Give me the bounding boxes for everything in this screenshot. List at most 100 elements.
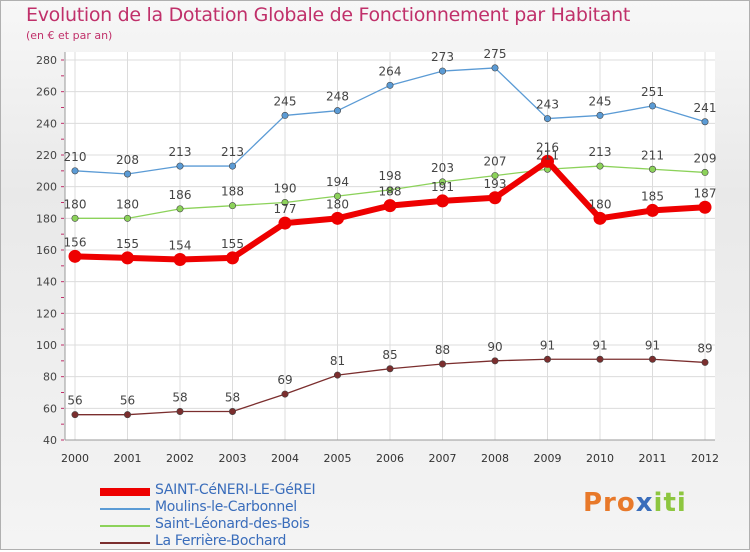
data-point [386,365,394,373]
y-tick-label: 260 [36,86,57,99]
legend-swatch [100,525,150,527]
data-point [648,102,656,110]
data-point [596,111,604,119]
data-label: 191 [431,180,454,194]
data-point [226,251,239,265]
data-label: 209 [694,151,717,165]
data-label: 190 [274,182,297,196]
data-point [701,118,709,126]
data-point [648,165,656,173]
data-point [596,355,604,363]
data-point [281,199,289,207]
logo-part: x [635,488,654,518]
data-point [176,407,184,415]
data-point [491,172,499,180]
logo-part: Pro [583,488,636,518]
data-point [176,162,184,170]
data-label: 56 [120,394,135,408]
data-point [281,390,289,398]
data-label: 180 [64,197,87,211]
data-label: 188 [221,185,244,199]
y-tick-label: 200 [36,181,57,194]
data-label: 56 [67,394,82,408]
data-point [176,205,184,213]
chart-subtitle: (en € et par an) [26,29,113,42]
data-point [278,216,292,230]
x-tick-label: 2006 [376,452,404,465]
data-label: 81 [330,354,345,368]
x-tick-label: 2011 [639,452,667,465]
data-label: 91 [540,338,555,352]
data-point [124,170,132,178]
x-tick-label: 2012 [691,452,719,465]
data-point [121,251,134,265]
line-chart: 40 60 80 100 120 140 160 180 200 220 240 260 280 2000… [36,47,719,465]
data-point [386,186,394,194]
data-point [596,162,604,170]
data-label: 213 [589,145,612,159]
data-point [491,64,499,72]
data-label: 91 [592,338,607,352]
data-label: 186 [169,188,192,202]
data-point [438,360,446,368]
legend-label: La Ferrière-Bochard [155,533,287,549]
data-label: 275 [484,47,507,61]
data-label: 187 [694,186,717,200]
data-label: 216 [536,140,559,154]
y-tick-label: 140 [36,276,57,289]
data-label: 198 [379,169,402,183]
data-point [491,357,499,365]
data-label: 58 [225,391,240,405]
x-tick-label: 2003 [219,452,247,465]
y-tick-label: 120 [36,307,57,320]
data-label: 180 [589,197,612,211]
data-label: 177 [274,202,297,216]
legend-label: Saint-Léonard-des-Bois [155,516,310,532]
legend-swatch [100,542,150,544]
data-point [646,203,659,217]
data-label: 194 [326,175,349,189]
data-label: 180 [116,197,139,211]
logo-part: iti [653,488,687,518]
data-label: 245 [589,94,612,108]
data-point [593,211,607,225]
legend-label: Moulins-le-Carbonnel [155,499,297,515]
data-label: 211 [536,148,559,162]
data-point [331,211,344,225]
data-point [71,214,79,222]
data-point [543,115,551,123]
data-point [333,192,341,200]
data-point [124,411,132,419]
data-point [229,162,237,170]
x-tick-label: 2008 [481,452,509,465]
data-label: 213 [221,145,244,159]
data-label: 58 [172,391,187,405]
data-label: 213 [169,145,192,159]
data-point [333,107,341,115]
data-label: 207 [484,155,507,169]
data-point [436,194,449,208]
data-point [281,111,289,119]
data-point [383,199,397,213]
data-point [68,249,82,263]
y-tick-label: 40 [43,434,57,447]
data-point [701,358,709,366]
data-label: 211 [641,148,664,162]
x-tick-label: 2002 [166,452,194,465]
x-tick-label: 2010 [586,452,614,465]
data-point [124,214,132,222]
data-point [71,411,79,419]
data-point [438,67,446,75]
data-label: 156 [64,235,87,249]
data-label: 251 [641,85,664,99]
data-point [438,178,446,186]
data-label: 193 [484,177,507,191]
y-tick-label: 60 [43,402,57,415]
chart-title: Evolution de la Dotation Globale de Fonc… [26,4,631,26]
data-point [333,371,341,379]
data-label: 185 [641,189,664,203]
proxiti-logo: Proxiti [583,488,687,518]
data-label: 154 [169,239,192,253]
data-label: 180 [326,197,349,211]
data-point [229,202,237,210]
